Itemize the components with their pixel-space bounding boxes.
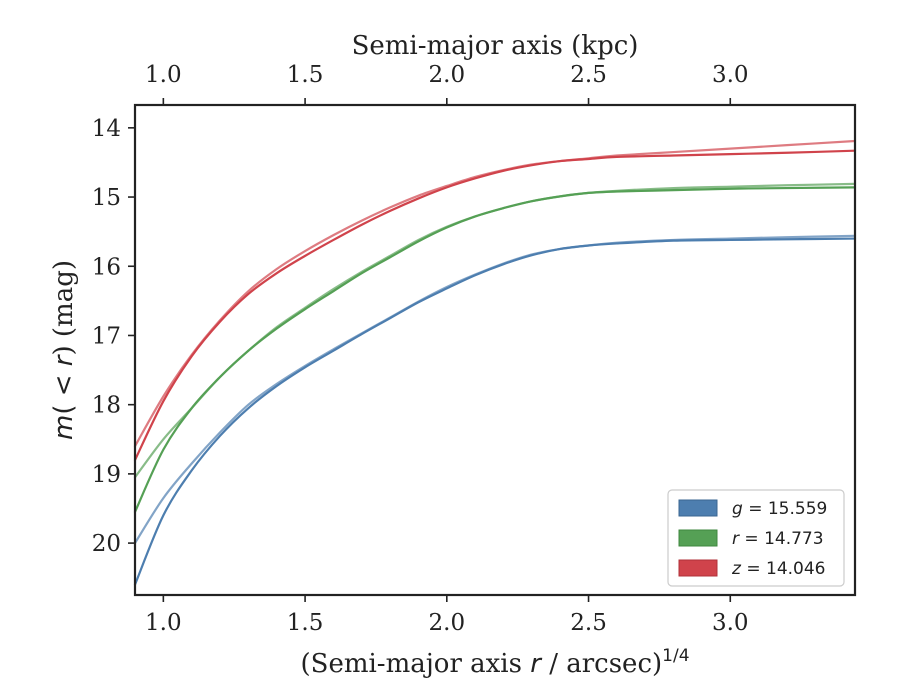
x-tick-label-top: 1.5 (287, 62, 324, 88)
series-r-lower-line (133, 186, 857, 514)
x-label-variable: r (530, 649, 543, 679)
series-g (133, 234, 857, 586)
x-tick-label-bottom: 2.0 (429, 610, 466, 636)
legend-label-z: z = 14.046 (731, 559, 825, 579)
y-tick-label: 14 (92, 116, 121, 142)
series-g-lower-line (133, 237, 857, 586)
legend-swatch-z (678, 559, 718, 577)
y-tick-label: 20 (92, 531, 121, 557)
x-tick-label-bottom: 1.5 (287, 610, 324, 636)
x-tick-label-top: 3.0 (712, 62, 749, 88)
y-tick-label: 16 (92, 254, 121, 280)
x-tick-label-top: 1.0 (145, 62, 182, 88)
legend-var-z: z (731, 559, 742, 579)
x-tick-label-bottom: 2.5 (570, 610, 607, 636)
series-layer (133, 139, 857, 586)
y-tick-label: 19 (92, 462, 121, 488)
legend-label-g: g = 15.559 (732, 499, 827, 519)
y-label-unit: ) (mag) (49, 260, 79, 356)
x-label-unit: / arcsec) (541, 649, 662, 679)
legend-value-r: 14.773 (764, 529, 823, 549)
legend-eq-g: = (743, 499, 768, 519)
legend-label-r: r = 14.773 (732, 529, 824, 549)
x-label-base: (Semi-major axis (300, 649, 530, 679)
y-tick-label: 15 (92, 185, 121, 211)
legend: g = 15.559 r = 14.773 z = 14.046 (667, 489, 845, 587)
plot-frame (133, 103, 857, 597)
x-tick-label-bottom: 3.0 (712, 610, 749, 636)
y-tick-label: 17 (92, 323, 121, 349)
legend-entry-z: z = 14.046 (678, 559, 825, 579)
y-label-m: m (49, 415, 79, 440)
series-z-upper-line (133, 139, 857, 448)
y-axis-title: m( < r) (mag) (49, 260, 79, 440)
legend-var-r: r (732, 529, 740, 549)
legend-value-g: 15.559 (768, 499, 827, 519)
legend-swatch-g (678, 499, 718, 517)
legend-swatch-r (678, 529, 718, 547)
legend-eq-r: = (739, 529, 764, 549)
y-label-r: r (49, 353, 79, 366)
legend-eq-z: = (741, 559, 766, 579)
x-label-exponent: 1/4 (662, 646, 689, 666)
series-z-lower-line (133, 149, 857, 462)
legend-entry-g: g = 15.559 (678, 499, 827, 519)
ticks-layer: 1.0 1.5 2.0 2.5 3.0 1.0 1.5 2.0 2.5 3.0 14 15 16 17 18… (92, 62, 749, 636)
y-tick-label: 18 (92, 393, 121, 419)
top-x-axis-title: Semi-major axis (kpc) (352, 31, 639, 61)
series-r (133, 182, 857, 514)
x-tick-label-top: 2.0 (429, 62, 466, 88)
legend-entry-r: r = 14.773 (678, 529, 824, 549)
x-tick-label-bottom: 1.0 (145, 610, 182, 636)
x-tick-label-top: 2.5 (570, 62, 607, 88)
y-label-paren: ( < (49, 366, 79, 414)
legend-var-g: g (732, 499, 743, 519)
legend-value-z: 14.046 (766, 559, 825, 579)
series-z (133, 139, 857, 462)
bottom-x-axis-title: (Semi-major axis r / arcsec)1/4 (300, 646, 689, 679)
